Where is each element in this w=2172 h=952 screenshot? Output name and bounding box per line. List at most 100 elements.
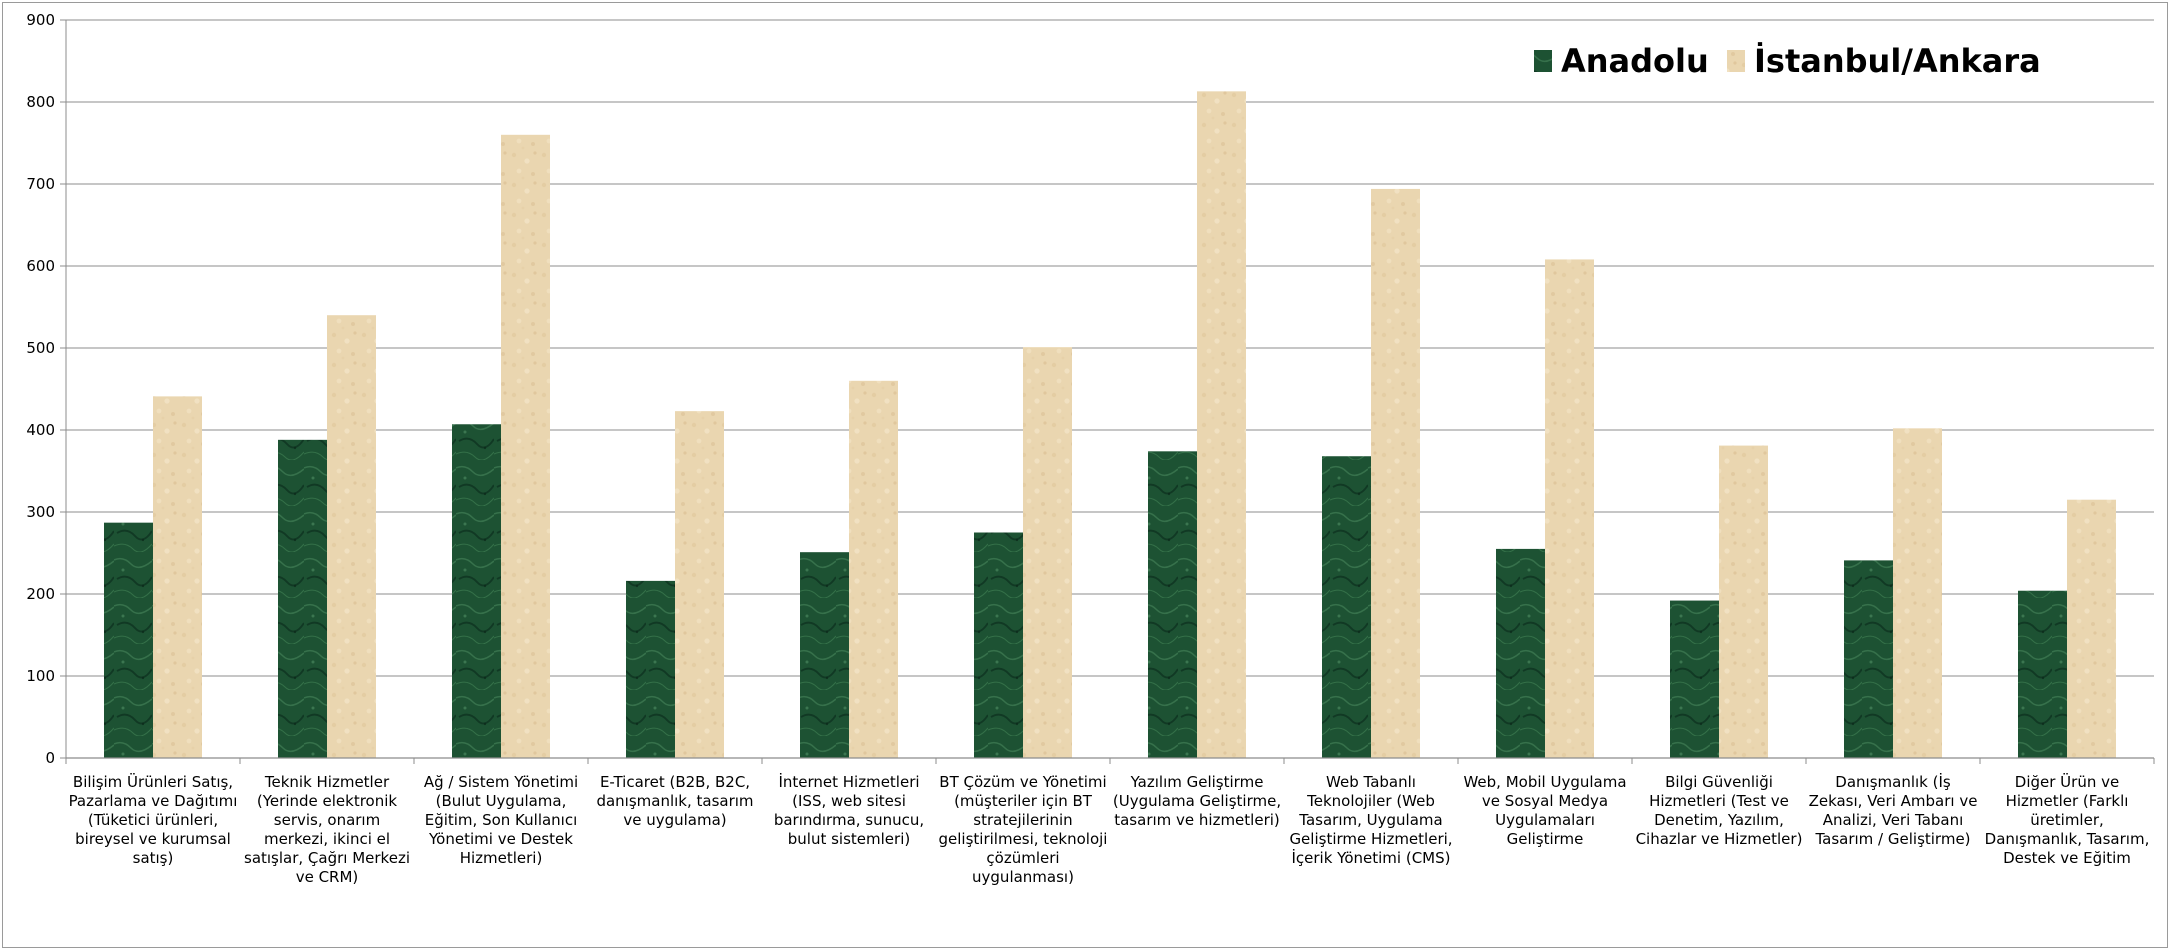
category-label-line: (Bulut Uygulama, [436,792,567,810]
bar-istanbul-ankara [327,315,376,758]
bar-istanbul-ankara [849,380,898,758]
bar-anadolu [1670,600,1719,758]
category-label-line: E-Ticaret (B2B, B2C, [600,773,750,791]
category-label: Danışmanlık (İş Zekası, Veri Ambarı ve Ana… [1809,772,1978,848]
bar-anadolu [1496,548,1545,758]
category-label-line: Yazılım Geliştirme [1130,773,1264,791]
y-tick-label: 400 [26,421,55,439]
category-label-line: ve uygulama) [623,811,726,829]
category-label-line: Danışmanlık (İş [1835,772,1951,791]
category-label-line: Teknolojiler (Web [1306,792,1435,810]
category-label: Bilişim Ürünleri Satış, Pazarlama ve Dağı… [69,772,238,867]
category-label-line: bireysel ve kurumsal [75,830,231,848]
bar-anadolu [278,439,327,758]
category-label-line: Bilgi Güvenliği [1665,773,1773,791]
category-label-line: Pazarlama ve Dağıtımı [69,792,238,810]
category-label-line: merkezi, ikinci el [264,830,390,848]
category-label-line: servis, onarım [274,811,380,829]
category-label-line: uygulanması) [972,868,1074,886]
bar-anadolu [800,552,849,758]
category-label: Web Tabanlı Teknolojiler (Web Tasarım, Uyg… [1289,773,1452,867]
bar-istanbul-ankara [1023,347,1072,758]
bar-istanbul-ankara [1545,259,1594,758]
legend-swatch-anadolu [1534,50,1552,72]
y-tick-label: 700 [26,175,55,193]
category-label-line: barındırma, sunucu, [774,811,924,829]
category-label-line: stratejilerinin [973,811,1072,829]
category-label-line: Tasarım, Uygulama [1298,811,1442,829]
y-tick-label: 600 [26,257,55,275]
category-label-line: Hizmetleri) [460,849,543,867]
bar-anadolu [452,424,501,758]
bar-anadolu [2018,590,2067,758]
category-label-line: İnternet Hizmetleri [778,772,919,791]
category-label-line: Zekası, Veri Ambarı ve [1809,792,1978,810]
bar-istanbul-ankara [675,411,724,758]
category-label-line: Geliştirme Hizmetleri, [1289,830,1452,848]
legend-label-anadolu: Anadolu [1561,42,1709,80]
bar-istanbul-ankara [501,134,550,759]
category-label-line: İçerik Yönetimi (CMS) [1291,848,1450,867]
category-label-line: Tasarım / Geliştirme) [1814,830,1970,848]
y-tick-label: 100 [26,667,55,685]
category-label-line: geliştirilmesi, teknoloji [939,830,1108,848]
category-label-line: Geliştirme [1507,830,1584,848]
y-tick-label: 800 [26,93,55,111]
category-label-line: üretimler, [2030,811,2104,829]
y-tick-label: 900 [26,11,55,29]
category-label-line: (müşteriler için BT [954,792,1093,810]
y-tick-label: 300 [26,503,55,521]
bar-anadolu [974,532,1023,758]
legend-label-istanbul-ankara: İstanbul/Ankara [1754,42,2041,80]
category-label: İnternet Hizmetleri (ISS, web sitesi barın… [774,772,924,848]
y-axis-tick-labels: 0 100 200 300 400 500 600 700 800 900 [26,11,55,767]
category-label-line: bulut sistemleri) [788,830,910,848]
bar-anadolu [1844,560,1893,758]
category-label-line: (Uygulama Geliştirme, [1113,792,1281,810]
category-label-line: (ISS, web sitesi [792,792,906,810]
category-label-line: Bilişim Ürünleri Satış, [73,772,233,791]
category-label-line: Uygulamaları [1495,811,1595,829]
bar-istanbul-ankara [1371,188,1420,759]
category-label-line: Teknik Hizmetler [264,773,390,791]
bar-istanbul-ankara [1893,428,1942,758]
category-label-line: danışmanlık, tasarım [596,792,753,810]
bar-anadolu [1322,456,1371,758]
category-label-line: Ağ / Sistem Yönetimi [424,773,578,791]
category-label-line: Analizi, Veri Tabanı [1823,811,1964,829]
category-label-line: tasarım ve hizmetleri) [1114,811,1280,829]
category-label: Yazılım Geliştirme (Uygulama Geliştirme, t… [1113,773,1281,829]
bar-anadolu [104,522,153,758]
category-label-line: satışlar, Çağrı Merkezi [244,849,410,867]
category-label-line: Destek ve Eğitim [2003,849,2131,867]
x-axis-category-labels: Bilişim Ürünleri Satış, Pazarlama ve Dağı… [69,772,2150,886]
gridlines [60,19,2154,759]
category-label-line: (Yerinde elektronik [257,792,397,810]
bar-istanbul-ankara [1197,91,1246,759]
axes [65,20,2155,764]
category-label-line: satış) [133,849,174,867]
bar-istanbul-ankara [1719,445,1768,758]
category-label-line: Hizmetleri (Test ve [1649,792,1789,810]
category-label-line: Web, Mobil Uygulama [1463,773,1626,791]
category-label-line: Web Tabanlı [1326,773,1416,791]
bar-istanbul-ankara [2067,499,2116,758]
legend: Anadolu İstanbul/Ankara [1534,42,2041,80]
category-label-line: ve CRM) [296,868,359,886]
category-label: BT Çözüm ve Yönetimi (müşteriler için BT s… [939,773,1108,886]
category-label-line: Yönetimi ve Destek [428,830,573,848]
category-label-line: çözümleri [986,849,1059,867]
bar-anadolu [626,580,675,758]
category-label-line: Denetim, Yazılım, [1654,811,1784,829]
category-label: Web, Mobil Uygulama ve Sosyal Medya Uygula… [1463,773,1626,848]
category-label-line: Diğer Ürün ve [2015,772,2119,791]
category-label-line: (Tüketici ürünleri, [88,811,218,829]
category-label-line: Danışmanlık, Tasarım, [1985,830,2150,848]
category-label-line: BT Çözüm ve Yönetimi [939,773,1106,791]
bars [104,91,2116,759]
y-tick-label: 0 [45,749,55,767]
category-label-line: Hizmetler (Farklı [2006,792,2129,810]
y-tick-label: 200 [26,585,55,603]
category-label-line: Eğitim, Son Kullanıcı [425,811,578,829]
